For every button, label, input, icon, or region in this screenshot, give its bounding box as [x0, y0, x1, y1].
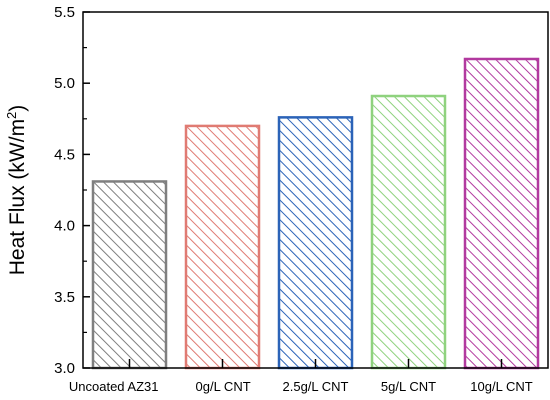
x-category-label: 0g/L CNT: [196, 379, 251, 394]
y-tick-label: 5.0: [54, 75, 75, 92]
bar-3: [277, 116, 354, 370]
y-axis-title-main: Heat Flux (kW/m: [6, 119, 29, 275]
x-category-label: Uncoated AZ31: [69, 379, 159, 394]
bar-2: [184, 124, 261, 370]
x-category-label: 5g/L CNT: [381, 379, 436, 394]
bar-1: [91, 180, 168, 370]
bar-5: [463, 57, 540, 370]
x-category-label: 2.5g/L CNT: [283, 379, 349, 394]
y-tick-label: 4.0: [54, 218, 75, 235]
x-category-label: 10g/L CNT: [470, 379, 532, 394]
bars-layer: [91, 57, 540, 370]
y-axis: 3.0 3.5 4.0 4.5 5.0 5.5: [54, 4, 90, 377]
y-axis-title-superscript: 2: [4, 112, 19, 119]
y-tick-label: 5.5: [54, 4, 75, 21]
y-tick-label: 3.0: [54, 360, 75, 377]
bar-4: [370, 94, 447, 370]
x-axis: Uncoated AZ31 0g/L CNT 2.5g/L CNT 5g/L CNT 1…: [69, 359, 533, 394]
y-axis-title: Heat Flux (kW/m2): [4, 105, 29, 276]
y-tick-label: 4.5: [54, 146, 75, 163]
y-axis-title-suffix: ): [6, 105, 29, 112]
y-tick-label: 3.5: [54, 289, 75, 306]
